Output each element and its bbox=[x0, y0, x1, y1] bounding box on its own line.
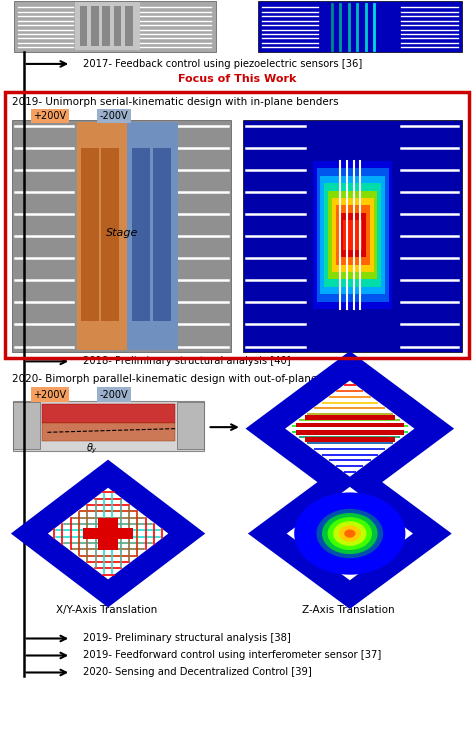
Bar bbox=[5, 92, 469, 358]
Bar bbox=[75, 2, 140, 50]
Text: Z-Axis Translation: Z-Axis Translation bbox=[302, 605, 395, 615]
Bar bbox=[328, 191, 377, 279]
Ellipse shape bbox=[300, 497, 400, 571]
Ellipse shape bbox=[305, 500, 394, 567]
Bar bbox=[317, 168, 389, 302]
Bar bbox=[320, 176, 385, 294]
Ellipse shape bbox=[328, 517, 372, 550]
Ellipse shape bbox=[339, 525, 361, 542]
Bar bbox=[102, 6, 110, 46]
Text: Y/X-Axis Rotation: Y/X-Axis Rotation bbox=[304, 466, 392, 477]
Text: 2020- Bimorph parallel-kinematic design with out-of-plane benders: 2020- Bimorph parallel-kinematic design … bbox=[12, 374, 363, 384]
Text: 2018- Preliminary structural analysis [40]: 2018- Preliminary structural analysis [4… bbox=[83, 356, 291, 367]
Polygon shape bbox=[287, 487, 413, 580]
Text: Focus of This Work: Focus of This Work bbox=[178, 74, 296, 84]
Bar bbox=[177, 402, 204, 449]
Bar bbox=[91, 6, 99, 46]
Text: -200V: -200V bbox=[100, 389, 128, 400]
Text: Stage: Stage bbox=[122, 228, 155, 238]
Text: 2019- Feedforward control using interferometer sensor [37]: 2019- Feedforward control using interfer… bbox=[83, 650, 381, 661]
Bar bbox=[13, 402, 40, 449]
Ellipse shape bbox=[317, 509, 383, 558]
Polygon shape bbox=[246, 351, 454, 506]
Text: 2020- Sensing and Decentralized Control [39]: 2020- Sensing and Decentralized Control … bbox=[83, 667, 312, 678]
Bar bbox=[127, 122, 178, 350]
Ellipse shape bbox=[311, 505, 389, 562]
Bar bbox=[339, 213, 366, 257]
Polygon shape bbox=[11, 460, 205, 607]
Polygon shape bbox=[248, 458, 452, 609]
Ellipse shape bbox=[344, 529, 356, 538]
Bar bbox=[114, 6, 121, 46]
Bar bbox=[98, 517, 118, 550]
Bar bbox=[243, 120, 462, 352]
Text: 2019- Preliminary structural analysis [38]: 2019- Preliminary structural analysis [3… bbox=[83, 633, 291, 644]
Bar bbox=[296, 430, 403, 435]
Bar bbox=[305, 415, 394, 420]
Bar bbox=[101, 148, 119, 321]
Text: -200V: -200V bbox=[100, 111, 128, 121]
Bar bbox=[313, 161, 392, 309]
Ellipse shape bbox=[322, 513, 378, 554]
Bar bbox=[42, 423, 175, 441]
Bar bbox=[42, 404, 175, 423]
Bar bbox=[83, 528, 133, 539]
Bar bbox=[258, 1, 462, 52]
Text: $\theta_y$: $\theta_y$ bbox=[86, 441, 99, 456]
Ellipse shape bbox=[294, 492, 405, 575]
Bar bbox=[125, 6, 133, 46]
Text: Stage: Stage bbox=[106, 228, 138, 238]
Text: X/Y-Axis Translation: X/Y-Axis Translation bbox=[56, 605, 157, 615]
Bar bbox=[324, 183, 381, 287]
Bar bbox=[343, 220, 362, 250]
Polygon shape bbox=[285, 381, 414, 477]
Text: +200V: +200V bbox=[33, 111, 66, 121]
Bar bbox=[132, 148, 150, 321]
Bar bbox=[77, 122, 127, 350]
Text: +200V: +200V bbox=[33, 389, 66, 400]
Bar bbox=[332, 198, 374, 272]
Bar bbox=[12, 120, 231, 352]
Bar bbox=[305, 437, 394, 442]
Bar bbox=[336, 205, 370, 265]
Ellipse shape bbox=[333, 521, 366, 546]
Text: 2017- Feedback control using piezoelectric sensors [36]: 2017- Feedback control using piezoelectr… bbox=[83, 59, 362, 69]
Polygon shape bbox=[48, 488, 168, 579]
Bar bbox=[13, 401, 204, 451]
Bar bbox=[80, 6, 87, 46]
Text: 2019- Unimorph serial-kinematic design with in-plane benders: 2019- Unimorph serial-kinematic design w… bbox=[12, 97, 338, 107]
Bar bbox=[81, 148, 99, 321]
Bar bbox=[153, 148, 171, 321]
Bar bbox=[296, 423, 403, 427]
Bar bbox=[14, 1, 216, 52]
